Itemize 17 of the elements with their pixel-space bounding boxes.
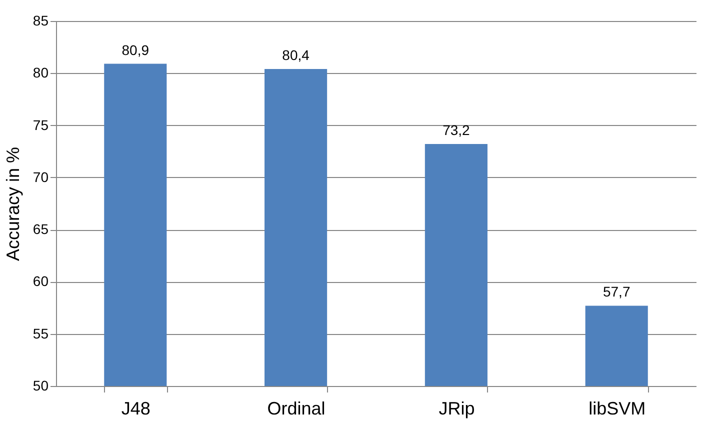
y-tick-label: 85 — [32, 12, 49, 28]
y-tick-label: 80 — [32, 64, 49, 81]
x-tick-label: J48 — [121, 398, 150, 418]
x-tick-label: JRip — [438, 398, 475, 418]
y-tick-label: 65 — [32, 221, 49, 238]
y-tick-label: 70 — [32, 168, 49, 185]
x-tick-label: libSVM — [588, 398, 646, 418]
y-tick-label: 55 — [32, 325, 49, 342]
data-label: 73,2 — [442, 122, 470, 138]
data-label: 57,7 — [602, 284, 630, 300]
y-tick-label: 50 — [32, 378, 49, 394]
y-tick-label: 75 — [32, 116, 49, 133]
y-tick-label: 60 — [32, 273, 49, 290]
data-label: 80,9 — [122, 42, 150, 58]
data-label: 80,4 — [282, 46, 310, 63]
y-axis-title: Accuracy in % — [2, 146, 23, 262]
x-tick-label: Ordinal — [267, 398, 326, 418]
